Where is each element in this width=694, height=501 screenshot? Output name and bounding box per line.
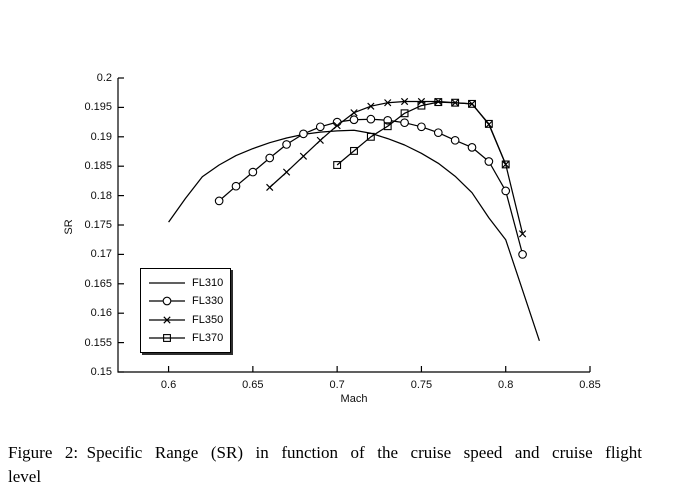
x-tick-label: 0.65 xyxy=(242,379,264,391)
caption-line-2: level xyxy=(8,467,42,486)
x-tick-label: 0.6 xyxy=(160,379,177,391)
series-line-FL370 xyxy=(336,101,507,166)
legend-line-sample-square-marker xyxy=(149,333,185,342)
y-tick-label: 0.15 xyxy=(90,366,112,378)
y-tick-label: 0.18 xyxy=(90,189,112,202)
x-tick-label: 0.85 xyxy=(579,379,601,391)
x-tick-label: 0.75 xyxy=(410,379,433,391)
legend-label: FL330 xyxy=(192,295,224,308)
legend-item-FL310: FL310 xyxy=(148,275,226,291)
x-tick-label: 0.7 xyxy=(329,379,345,391)
series-markers-FL370 xyxy=(333,98,510,169)
x-tick-label: 0.8 xyxy=(498,379,514,391)
legend-line-sample-none-marker xyxy=(149,282,185,284)
y-tick-label: 0.185 xyxy=(84,160,112,173)
x-axis-label: Mach xyxy=(340,393,368,405)
legend-item-FL330: FL330 xyxy=(148,293,226,309)
legend: FL310 FL330 FL350 FL370 xyxy=(140,268,231,353)
series-line-FL330 xyxy=(218,118,524,255)
figure-2-chart: SR Mach FL310 FL330 FL350 FL370 0.15 0.155 0.… xyxy=(63,72,601,405)
series-line-FL310 xyxy=(168,129,540,341)
y-tick-label: 0.195 xyxy=(84,101,112,114)
legend-line-sample-circle-marker xyxy=(149,297,185,306)
series-markers-FL330 xyxy=(214,114,527,259)
y-tick-label: 0.165 xyxy=(84,277,112,290)
legend-item-FL350: FL350 xyxy=(148,312,226,328)
legend-line-sample-x-marker xyxy=(149,316,185,324)
y-axis-label: SR xyxy=(63,219,75,235)
y-tick-label: 0.17 xyxy=(90,248,112,261)
plot-canvas xyxy=(117,77,591,373)
y-tick-label: 0.155 xyxy=(84,336,112,349)
y-tick-label: 0.175 xyxy=(84,219,112,231)
caption-line-1: Figure 2: Specific Range (SR) in functio… xyxy=(8,443,642,462)
series-markers-FL350 xyxy=(266,97,527,238)
legend-label: FL310 xyxy=(192,277,224,290)
y-tick-label: 0.19 xyxy=(90,130,112,143)
y-tick-label: 0.16 xyxy=(90,307,112,320)
legend-label: FL350 xyxy=(192,313,224,326)
figure-caption: Figure 2: Specific Range (SR) in functio… xyxy=(8,441,642,489)
y-tick-label: 0.2 xyxy=(96,72,112,84)
legend-item-FL370: FL370 xyxy=(148,330,226,346)
legend-label: FL370 xyxy=(192,331,224,344)
